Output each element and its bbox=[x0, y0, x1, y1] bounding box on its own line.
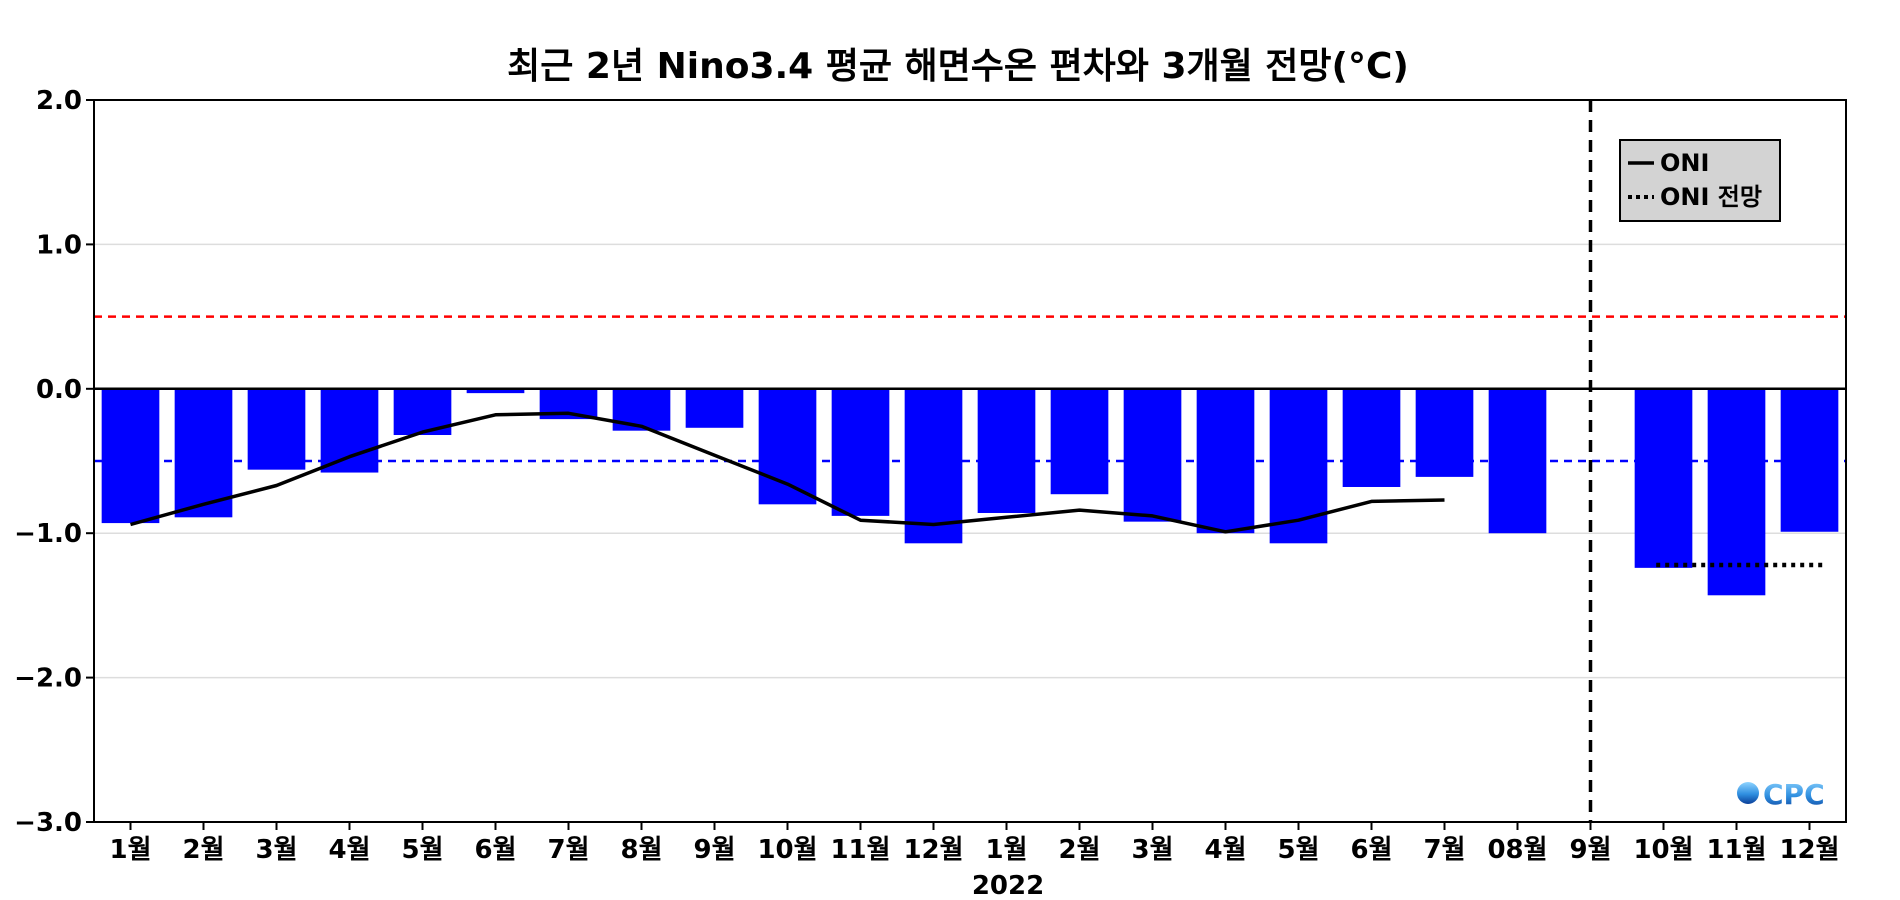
cpc-logo: CPC bbox=[1737, 778, 1825, 811]
x-axis-label: 2022 bbox=[972, 871, 1044, 900]
y-tick-label-0: 2.0 bbox=[36, 86, 82, 116]
y-tick-label-3: −1.0 bbox=[14, 519, 82, 549]
x-tick-label-12: 1월 bbox=[985, 835, 1027, 865]
bar-13 bbox=[1050, 388, 1109, 495]
x-tick-label-16: 5월 bbox=[1277, 835, 1319, 865]
legend-box bbox=[1619, 139, 1781, 222]
bar-1 bbox=[174, 388, 233, 518]
x-tick-label-17: 6월 bbox=[1350, 835, 1392, 865]
bar-16 bbox=[1269, 388, 1328, 544]
bar-21 bbox=[1634, 388, 1693, 568]
y-tick-label-2: 0.0 bbox=[36, 375, 82, 405]
bar-8 bbox=[685, 388, 744, 428]
x-tick-label-20: 9월 bbox=[1569, 835, 1611, 865]
bar-14 bbox=[1123, 388, 1182, 522]
y-axis-ticks: 2.0 1.0 0.0 −1.0 −2.0 −3.0 bbox=[14, 86, 94, 838]
x-tick-label-0: 1월 bbox=[109, 835, 151, 865]
logo-globe-icon bbox=[1737, 782, 1759, 804]
x-tick-label-2: 3월 bbox=[255, 835, 297, 865]
logo-text: CPC bbox=[1763, 778, 1825, 811]
x-tick-label-14: 3월 bbox=[1131, 835, 1173, 865]
oni-lines bbox=[94, 100, 1846, 822]
bar-2 bbox=[247, 388, 306, 470]
bar-12 bbox=[977, 388, 1036, 513]
chart-title: 최근 2년 Nino3.4 평균 해면수온 편차와 3개월 전망(°C) bbox=[507, 46, 1409, 87]
x-tick-label-18: 7월 bbox=[1423, 835, 1465, 865]
y-tick-label-1: 1.0 bbox=[36, 230, 82, 260]
plot-frame bbox=[93, 99, 1847, 823]
bar-15 bbox=[1196, 388, 1255, 534]
x-tick-label-22: 11월 bbox=[1706, 835, 1766, 865]
legend-oni-label: ONI bbox=[1660, 149, 1709, 177]
x-tick-label-10: 11월 bbox=[830, 835, 890, 865]
bar-0 bbox=[101, 388, 160, 524]
bar-3 bbox=[320, 388, 379, 473]
x-tick-label-19: 08월 bbox=[1487, 835, 1547, 865]
legend: ONI ONI 전망 bbox=[1619, 139, 1781, 222]
x-axis-ticks: 1월 2월 3월 4월 5월 6월 7월 8월 9월 10월 11월 12월 1월 2월 3월 4월 5월 6월 7… bbox=[109, 822, 1840, 865]
x-tick-label-5: 6월 bbox=[474, 835, 516, 865]
legend-forecast-label: ONI 전망 bbox=[1660, 183, 1762, 211]
bar-10 bbox=[831, 388, 890, 516]
bar-22 bbox=[1707, 388, 1766, 596]
x-tick-label-9: 10월 bbox=[757, 835, 817, 865]
bar-5 bbox=[466, 388, 525, 394]
bar-9 bbox=[758, 388, 817, 505]
x-tick-label-8: 9월 bbox=[693, 835, 735, 865]
oni-line bbox=[130, 411, 1445, 534]
x-tick-label-21: 10월 bbox=[1633, 835, 1693, 865]
x-tick-label-7: 8월 bbox=[620, 835, 662, 865]
bar-17 bbox=[1342, 388, 1401, 487]
bar-23 bbox=[1780, 388, 1839, 532]
y-tick-label-4: −2.0 bbox=[14, 664, 82, 694]
bar-18 bbox=[1415, 388, 1474, 477]
y-tick-label-5: −3.0 bbox=[14, 808, 82, 838]
x-tick-label-13: 2월 bbox=[1058, 835, 1100, 865]
x-tick-label-3: 4월 bbox=[328, 835, 370, 865]
bar-11 bbox=[904, 388, 963, 544]
reference-lines bbox=[94, 315, 1846, 463]
x-tick-label-23: 12월 bbox=[1779, 835, 1839, 865]
x-tick-label-15: 4월 bbox=[1204, 835, 1246, 865]
x-tick-label-6: 7월 bbox=[547, 835, 589, 865]
grid-lines bbox=[94, 243, 1846, 679]
x-tick-label-11: 12월 bbox=[903, 835, 963, 865]
x-tick-label-4: 5월 bbox=[401, 835, 443, 865]
bar-19 bbox=[1488, 388, 1547, 534]
x-tick-label-1: 2월 bbox=[182, 835, 224, 865]
